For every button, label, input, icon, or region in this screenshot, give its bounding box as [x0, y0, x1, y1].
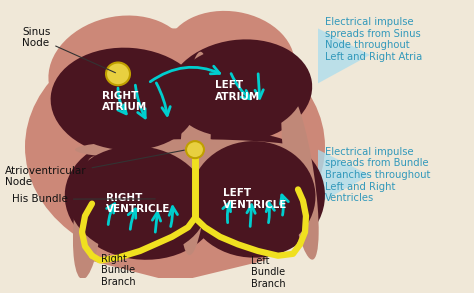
Ellipse shape [75, 139, 305, 160]
Ellipse shape [54, 52, 196, 150]
Text: LEFT
ATRIUM: LEFT ATRIUM [215, 80, 261, 102]
Ellipse shape [281, 91, 319, 260]
Polygon shape [75, 218, 285, 282]
Ellipse shape [65, 138, 219, 260]
Text: LEFT
VENTRICLE: LEFT VENTRICLE [223, 188, 287, 210]
Text: RIGHT
ATRIUM: RIGHT ATRIUM [102, 91, 147, 112]
Text: RIGHT
VENTRICLE: RIGHT VENTRICLE [106, 193, 170, 214]
Ellipse shape [172, 45, 304, 137]
Ellipse shape [51, 48, 205, 157]
Circle shape [186, 141, 204, 158]
Ellipse shape [48, 16, 191, 127]
Ellipse shape [165, 11, 295, 107]
Polygon shape [318, 150, 370, 204]
Circle shape [106, 62, 130, 85]
Ellipse shape [185, 134, 325, 258]
Ellipse shape [191, 141, 316, 253]
Ellipse shape [73, 156, 103, 279]
Text: His Bundle: His Bundle [12, 194, 155, 204]
Ellipse shape [68, 146, 208, 255]
Text: Sinus
Node: Sinus Node [22, 27, 116, 73]
Ellipse shape [168, 39, 312, 142]
Text: Right
Bundle
Branch: Right Bundle Branch [100, 254, 135, 287]
Text: Atrioventricular
Node: Atrioventricular Node [5, 150, 184, 187]
Text: Left
Bundle
Branch: Left Bundle Branch [251, 256, 285, 289]
Ellipse shape [25, 28, 325, 265]
Text: Electrical impulse
spreads from Bundle
Branches throughout
Left and Right
Ventri: Electrical impulse spreads from Bundle B… [325, 147, 430, 203]
Polygon shape [318, 28, 370, 83]
Ellipse shape [179, 52, 211, 255]
Text: Electrical impulse
spreads from Sinus
Node throughout
Left and Right Atria: Electrical impulse spreads from Sinus No… [325, 17, 422, 62]
